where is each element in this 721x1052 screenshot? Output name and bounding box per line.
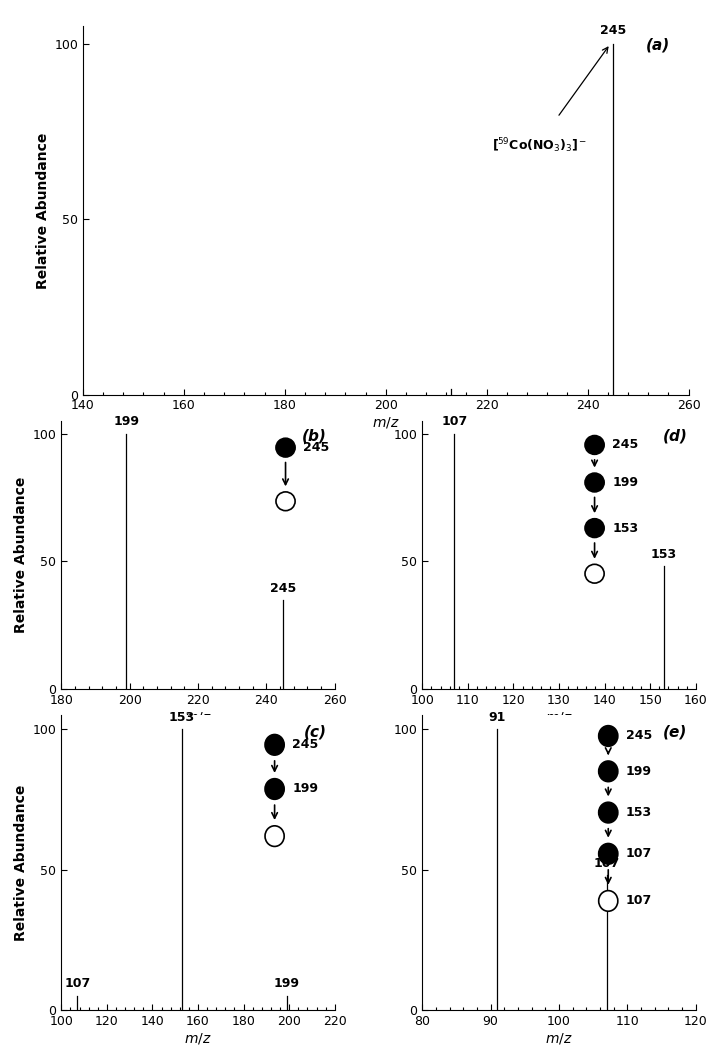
Text: 245: 245 bbox=[293, 739, 319, 751]
Text: [$^{59}$Co(NO$_3$)$_3$]$^-$: [$^{59}$Co(NO$_3$)$_3$]$^-$ bbox=[492, 136, 587, 155]
Text: 199: 199 bbox=[612, 476, 638, 489]
Text: 107: 107 bbox=[64, 977, 90, 990]
Text: (e): (e) bbox=[663, 724, 688, 740]
Text: 107: 107 bbox=[626, 894, 653, 908]
Text: 245: 245 bbox=[612, 439, 639, 451]
Text: 91: 91 bbox=[489, 711, 506, 724]
Text: 107: 107 bbox=[441, 416, 467, 428]
Circle shape bbox=[585, 519, 604, 538]
Text: 153: 153 bbox=[169, 711, 195, 724]
Circle shape bbox=[276, 439, 295, 457]
Circle shape bbox=[585, 473, 604, 492]
Circle shape bbox=[598, 803, 618, 823]
Text: (c): (c) bbox=[304, 724, 327, 740]
Y-axis label: Relative Abundance: Relative Abundance bbox=[36, 133, 50, 288]
Text: 245: 245 bbox=[626, 729, 653, 743]
Circle shape bbox=[265, 778, 284, 800]
Text: 153: 153 bbox=[626, 806, 653, 820]
X-axis label: $\it{m/z}$: $\it{m/z}$ bbox=[184, 1031, 212, 1046]
Text: 107: 107 bbox=[626, 847, 653, 861]
Text: 153: 153 bbox=[651, 548, 677, 562]
Y-axis label: Relative Abundance: Relative Abundance bbox=[14, 785, 28, 940]
Circle shape bbox=[598, 891, 618, 911]
X-axis label: $\it{m/z}$: $\it{m/z}$ bbox=[545, 1031, 573, 1046]
Text: 153: 153 bbox=[612, 522, 639, 534]
Text: 199: 199 bbox=[626, 765, 652, 777]
Text: 245: 245 bbox=[304, 441, 329, 454]
Circle shape bbox=[265, 734, 284, 755]
Text: 245: 245 bbox=[600, 24, 626, 37]
Y-axis label: Relative Abundance: Relative Abundance bbox=[14, 477, 28, 633]
Circle shape bbox=[598, 726, 618, 746]
Circle shape bbox=[265, 826, 284, 847]
X-axis label: $\it{m/z}$: $\it{m/z}$ bbox=[184, 710, 212, 725]
X-axis label: $\it{m/z}$: $\it{m/z}$ bbox=[372, 416, 399, 430]
Circle shape bbox=[585, 564, 604, 583]
Circle shape bbox=[585, 436, 604, 454]
Text: (a): (a) bbox=[646, 37, 671, 53]
Circle shape bbox=[598, 844, 618, 864]
Text: (d): (d) bbox=[663, 429, 688, 444]
Text: 107: 107 bbox=[594, 856, 620, 870]
Circle shape bbox=[598, 761, 618, 782]
Text: 245: 245 bbox=[270, 582, 296, 594]
Text: 199: 199 bbox=[293, 783, 319, 795]
Text: (b): (b) bbox=[301, 429, 327, 444]
X-axis label: $\it{m/z}$: $\it{m/z}$ bbox=[545, 710, 573, 725]
Circle shape bbox=[276, 492, 295, 510]
Text: 199: 199 bbox=[113, 416, 139, 428]
Text: 199: 199 bbox=[274, 977, 300, 990]
